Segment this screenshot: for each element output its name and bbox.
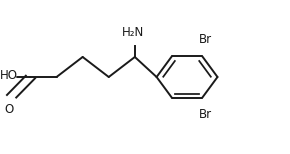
Text: H₂N: H₂N	[122, 26, 144, 39]
Text: HO: HO	[0, 69, 18, 82]
Text: Br: Br	[199, 32, 212, 46]
Text: Br: Br	[199, 108, 212, 121]
Text: O: O	[5, 103, 14, 116]
